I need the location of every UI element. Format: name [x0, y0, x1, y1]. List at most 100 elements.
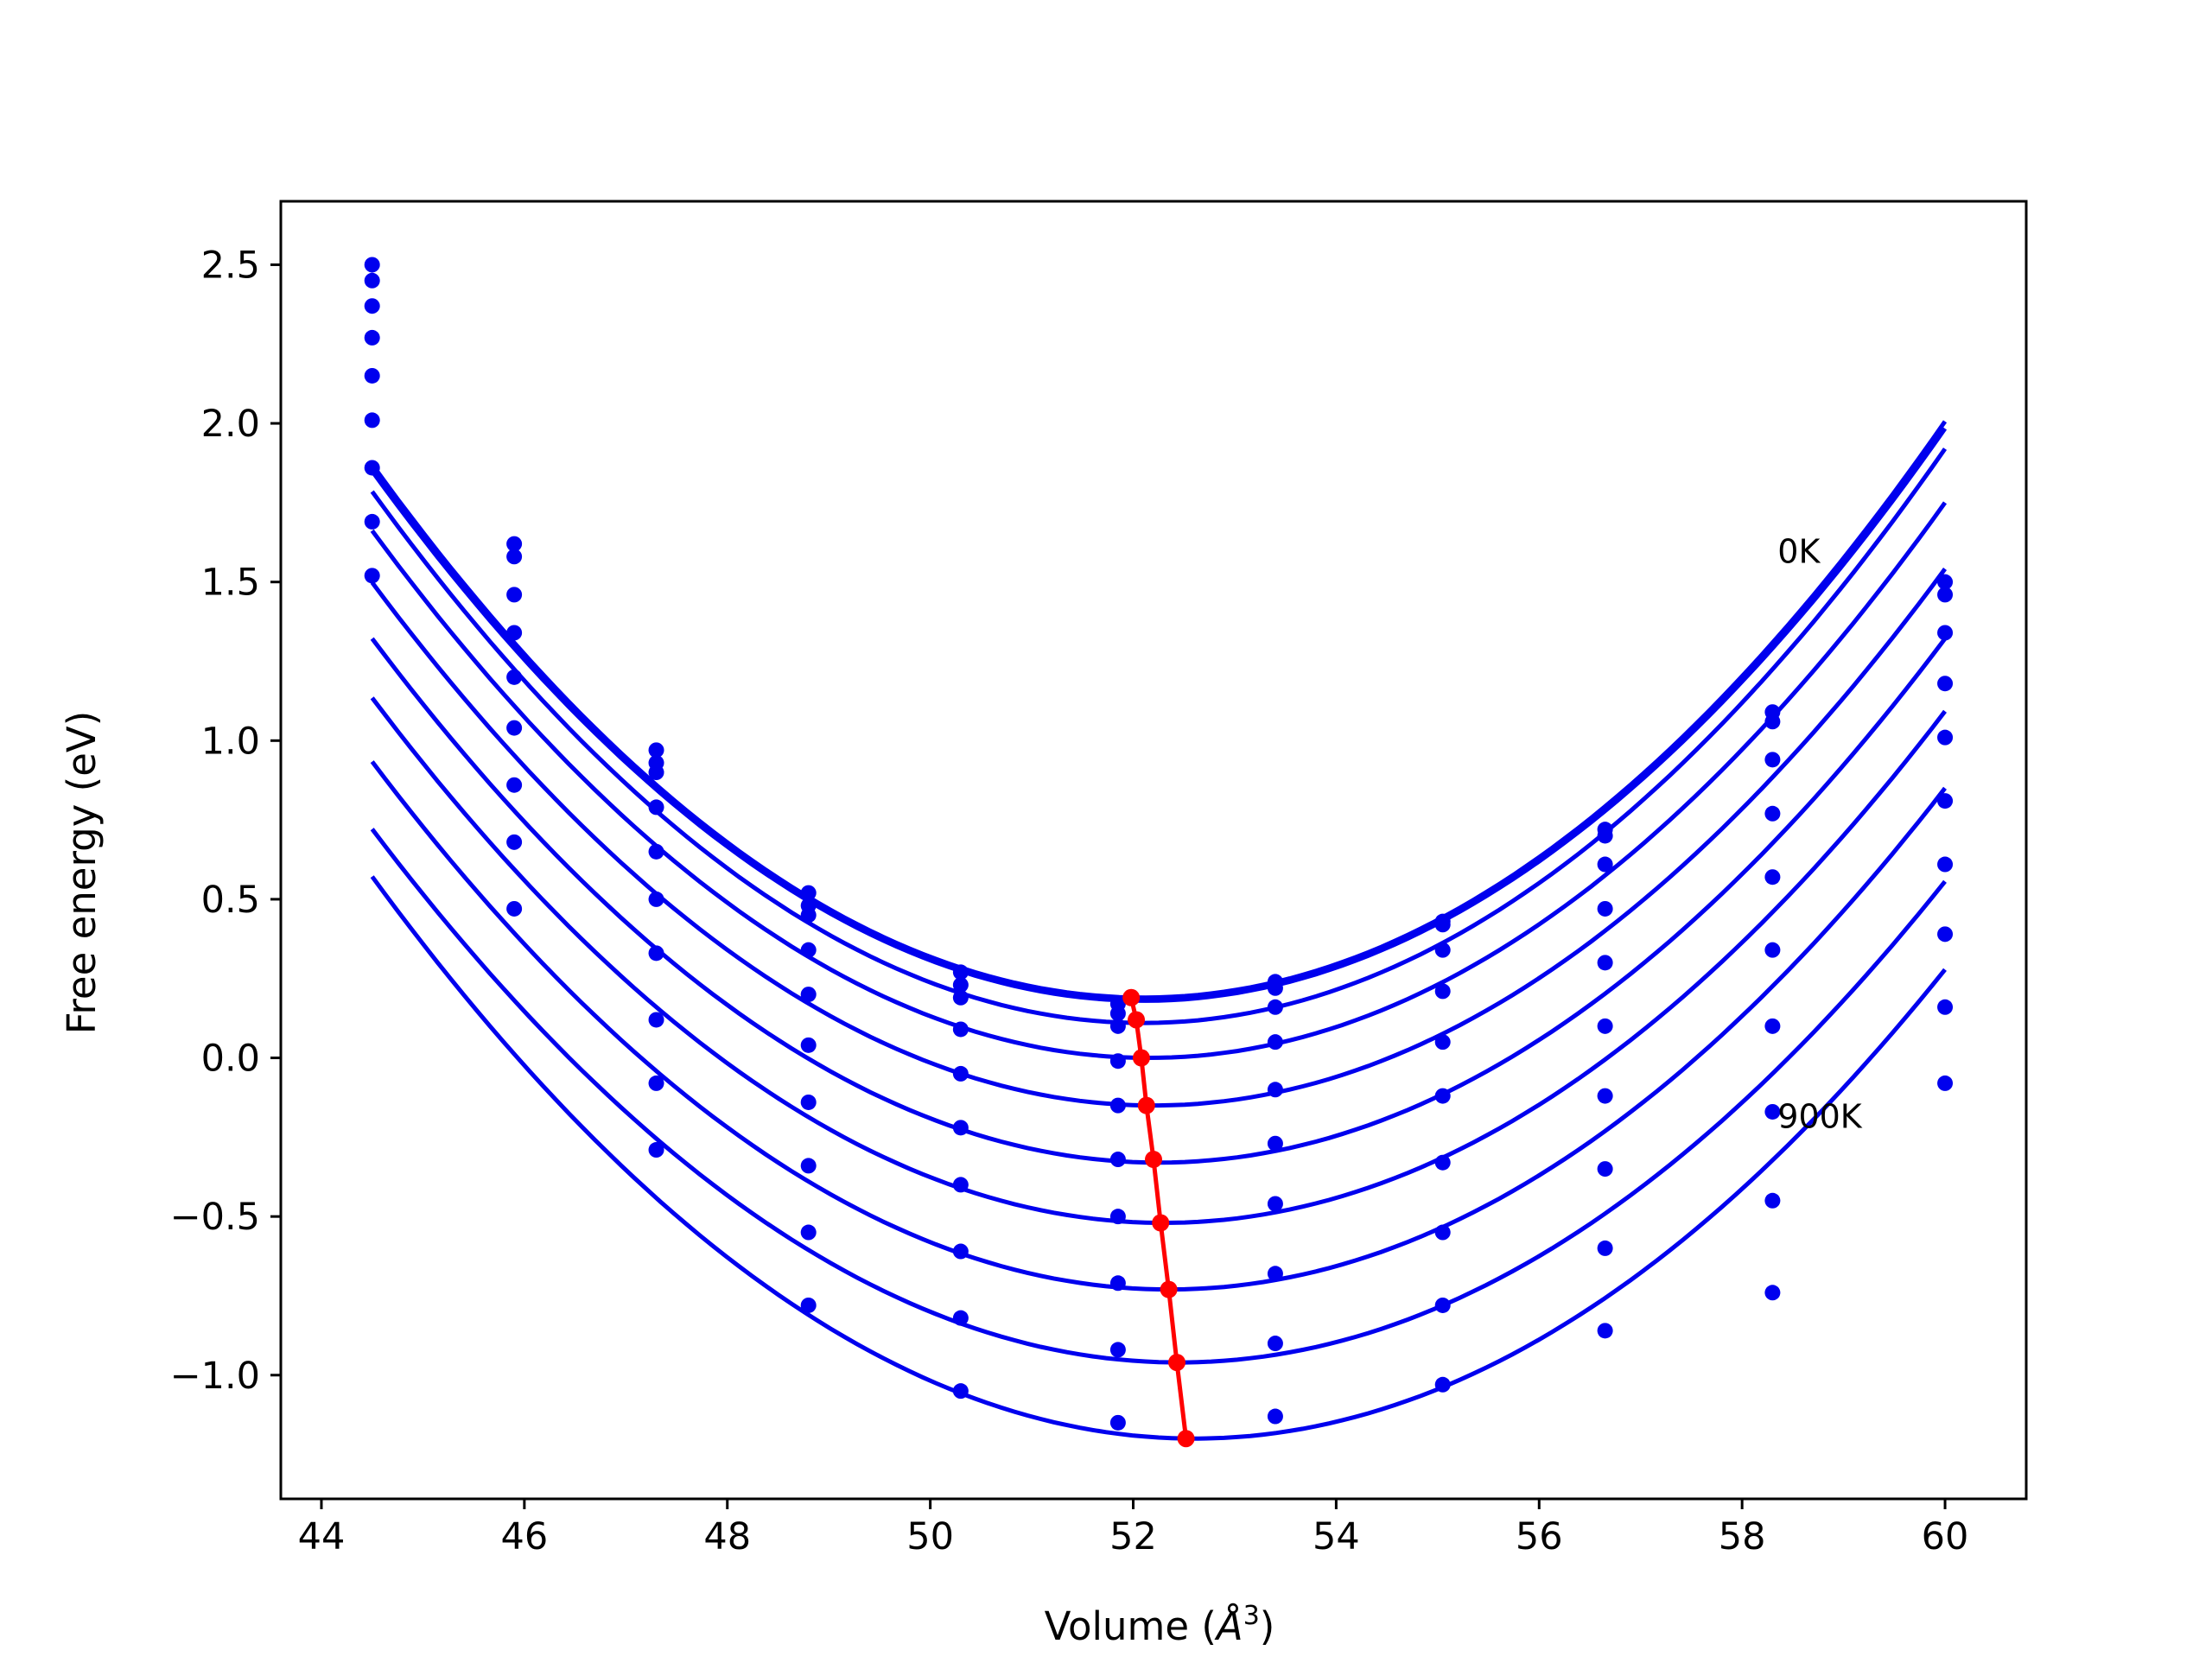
data-point	[1597, 1018, 1613, 1034]
data-point	[506, 536, 523, 552]
curve-annotation: 0K	[1777, 533, 1821, 571]
data-point	[1434, 1088, 1451, 1104]
x-tick-label: 46	[501, 1515, 549, 1558]
data-point	[364, 568, 380, 584]
data-point	[648, 891, 664, 907]
data-point	[1434, 942, 1451, 958]
data-point	[364, 257, 380, 273]
data-point	[800, 1037, 817, 1053]
data-point	[952, 1383, 969, 1400]
fit-curve-1	[370, 427, 1948, 1003]
data-point	[506, 777, 523, 793]
data-point	[1597, 955, 1613, 971]
data-point	[1267, 1336, 1283, 1352]
data-point	[364, 329, 380, 346]
data-point	[364, 298, 380, 314]
x-axis-label: Volume (Å3)	[1045, 1601, 1275, 1649]
data-point	[952, 977, 969, 993]
fit-curve-8	[370, 828, 1947, 1365]
y-tick-label: −1.0	[170, 1355, 260, 1398]
minimum-point	[1168, 1354, 1186, 1372]
data-point	[1434, 917, 1451, 933]
x-tick-label: 44	[298, 1515, 346, 1558]
data-point	[506, 834, 523, 850]
x-tick-label: 54	[1313, 1515, 1360, 1558]
data-point	[1597, 1088, 1613, 1104]
curve-annotation: 900K	[1777, 1097, 1863, 1135]
data-point	[952, 1243, 969, 1260]
x-tick-label: 58	[1719, 1515, 1766, 1558]
data-point	[1937, 676, 1954, 692]
data-point	[1597, 1323, 1613, 1339]
axes-frame	[279, 200, 2028, 1501]
data-point	[1267, 1196, 1283, 1212]
data-point	[1937, 587, 1954, 603]
data-point	[1267, 1266, 1283, 1282]
data-points	[364, 257, 1954, 1431]
data-point	[1937, 729, 1954, 746]
data-point	[364, 513, 380, 530]
data-point	[1267, 1408, 1283, 1425]
data-point	[800, 1094, 817, 1110]
annotations: 0K 900K	[1777, 533, 1863, 1136]
x-tick-label: 48	[703, 1515, 751, 1558]
data-point	[952, 1310, 969, 1326]
data-point	[1764, 1285, 1781, 1301]
data-point	[1109, 1275, 1126, 1292]
x-tick-label: 56	[1516, 1515, 1563, 1558]
minimum-point	[1177, 1430, 1195, 1448]
data-point	[1764, 805, 1781, 822]
minimum-path	[1122, 988, 1195, 1448]
data-point	[1267, 1135, 1283, 1152]
y-axis-label: Free energy (eV)	[59, 711, 105, 1034]
data-point	[1937, 1075, 1954, 1091]
data-point	[648, 1075, 664, 1091]
data-point	[648, 1142, 664, 1158]
data-point	[1764, 869, 1781, 885]
data-point	[1597, 1161, 1613, 1177]
data-point	[506, 549, 523, 565]
data-point	[1434, 1034, 1451, 1050]
data-point	[1267, 1082, 1283, 1098]
data-point	[506, 587, 523, 603]
data-point	[1434, 1376, 1451, 1393]
data-point	[800, 907, 817, 924]
data-point	[1109, 1053, 1126, 1070]
data-point	[1434, 1297, 1451, 1313]
data-point	[1109, 1209, 1126, 1225]
data-point	[1109, 1018, 1126, 1034]
fit-curve-7	[370, 760, 1947, 1292]
minimum-point	[1128, 1011, 1146, 1029]
data-point	[1597, 900, 1613, 917]
x-axis-ticks: 44 46 48 50 52 54 56 58 60	[298, 1499, 1968, 1558]
data-point	[648, 799, 664, 816]
data-point	[648, 843, 664, 860]
data-point	[1267, 980, 1283, 996]
data-point	[506, 900, 523, 917]
minimum-point	[1145, 1151, 1162, 1169]
data-point	[800, 987, 817, 1003]
data-point	[952, 1021, 969, 1038]
data-point	[1937, 793, 1954, 809]
data-point	[648, 765, 664, 781]
data-point	[1109, 1414, 1126, 1431]
data-point	[1937, 574, 1954, 590]
data-point	[1764, 1018, 1781, 1034]
data-point	[364, 460, 380, 476]
data-point	[1597, 856, 1613, 873]
data-point	[506, 669, 523, 685]
data-point	[1937, 625, 1954, 641]
data-point	[1597, 1240, 1613, 1256]
data-point	[364, 272, 380, 289]
data-point	[1937, 856, 1954, 873]
fit-curve-9	[370, 875, 1947, 1441]
data-point	[1764, 752, 1781, 768]
y-tick-label: 0.5	[201, 879, 260, 922]
data-point	[952, 964, 969, 981]
minimum-point	[1122, 988, 1141, 1006]
data-point	[1109, 1152, 1126, 1168]
fit-curve-2	[370, 447, 1948, 1025]
